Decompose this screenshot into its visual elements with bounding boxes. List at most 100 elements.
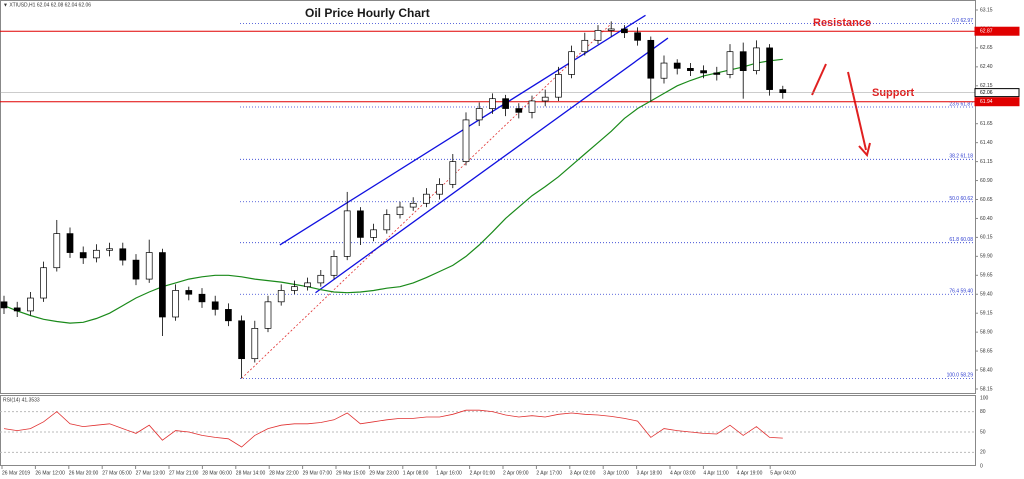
candle-body [489, 98, 496, 109]
y-tick-label: 62.65 [980, 45, 993, 51]
y-tick-label: 60.65 [980, 197, 993, 203]
x-tick-label: 28 Mar 06:00 [202, 470, 232, 476]
rsi-panel [0, 395, 976, 466]
candle-body [304, 282, 311, 288]
candle-body [396, 206, 404, 216]
x-tick-label: 2 Apr 17:00 [536, 470, 562, 476]
candle-body [132, 259, 140, 280]
candle-body [687, 68, 694, 71]
candle-body [647, 39, 655, 79]
y-tick-label: 59.90 [980, 254, 993, 260]
moving-average [3, 58, 783, 324]
candle-body [607, 28, 615, 31]
candle-body [462, 119, 470, 162]
x-tick-label: 27 Mar 13:00 [136, 470, 166, 476]
x-tick-label: 2 Apr 09:00 [503, 470, 529, 476]
x-tick-label: 26 Mar 2019 [2, 470, 30, 476]
x-tick-label: 27 Mar 05:00 [102, 470, 132, 476]
price-box-label: 61.94 [980, 99, 993, 105]
candle-body [93, 249, 100, 259]
candle-body [383, 214, 391, 231]
y-tick-label: 61.40 [980, 140, 993, 146]
y-tick-label: 59.65 [980, 273, 993, 279]
x-tick-label: 28 Mar 14:00 [236, 470, 266, 476]
candle-body [40, 267, 47, 299]
candle-body [198, 293, 206, 303]
price-box-label: 62.06 [980, 90, 993, 96]
x-tick-label: 29 Mar 07:00 [303, 470, 333, 476]
x-tick-label: 4 Apr 19:00 [737, 470, 763, 476]
arrow-down [847, 71, 867, 151]
y-tick-label: 58.65 [980, 348, 993, 354]
y-tick-label: 62.15 [980, 83, 993, 89]
candle-body [475, 108, 483, 121]
candle-body [357, 210, 364, 238]
candle-body [330, 256, 338, 276]
y-tick-label: 63.15 [980, 7, 993, 13]
y-tick-label: 61.65 [980, 121, 993, 127]
candle-body [766, 47, 773, 90]
candle-body [251, 328, 259, 360]
y-tick-label: 60.40 [980, 216, 993, 222]
x-tick-label: 29 Mar 15:00 [336, 470, 366, 476]
fib-label: 100.0 58.29 [947, 373, 974, 379]
x-tick-label: 1 Apr 16:00 [436, 470, 462, 476]
candle-body [673, 62, 681, 69]
rsi-label: RSI(14) 41.3533 [3, 397, 40, 403]
candle-body [409, 202, 417, 208]
candle-body [541, 96, 549, 102]
x-tick-label: 27 Mar 21:00 [169, 470, 199, 476]
candle-body [106, 248, 113, 251]
candle-body [159, 252, 166, 318]
candle-body [225, 309, 232, 322]
x-tick-label: 26 Mar 12:00 [35, 470, 65, 476]
fib-label: 23.6 61.87 [949, 101, 973, 107]
symbol-header: ▼ XTIUSD,H1 62.04 62.08 62.04 62.06 [3, 2, 91, 8]
candle-body [436, 183, 443, 195]
candle-body [502, 98, 509, 109]
y-tick-label: 61.15 [980, 159, 993, 165]
y-tick-label: 59.15 [980, 311, 993, 317]
main-panel [0, 0, 976, 394]
candle-body [172, 290, 179, 318]
chart-title: Oil Price Hourly Chart [305, 6, 430, 20]
y-tick-label: 60.90 [980, 178, 993, 184]
rsi-tick-label: 80 [980, 409, 986, 415]
candle-body [185, 290, 193, 295]
fib-label: 38.2 61.18 [949, 154, 973, 160]
y-tick-label: 58.90 [980, 329, 993, 335]
fib-label: 50.0 60.62 [949, 196, 973, 202]
x-tick-label: 3 Apr 18:00 [637, 470, 663, 476]
fib-label: 61.8 60.08 [949, 237, 973, 243]
candle-body [726, 51, 734, 75]
x-tick-label: 1 Apr 08:00 [403, 470, 429, 476]
x-tick-label: 4 Apr 03:00 [670, 470, 696, 476]
y-tick-label: 58.40 [980, 367, 993, 373]
price-box [974, 26, 1020, 36]
candle-body [13, 307, 21, 312]
candle-body [264, 301, 272, 329]
price-box [974, 97, 1020, 107]
x-tick-label: 26 Mar 20:00 [69, 470, 99, 476]
rsi-tick-label: 50 [980, 429, 986, 435]
candle-body [779, 89, 787, 93]
y-tick-label: 58.15 [980, 386, 993, 392]
candle-body [581, 39, 589, 53]
rsi-tick-label: 100 [980, 395, 989, 401]
candle-body [594, 30, 602, 41]
candle-body [53, 233, 61, 269]
price-box-label: 62.87 [980, 29, 993, 35]
y-tick-label: 59.40 [980, 292, 993, 298]
rsi-tick-label: 20 [980, 450, 986, 456]
candle-body [66, 233, 74, 253]
candle-body [515, 108, 523, 113]
x-tick-label: 2 Apr 01:00 [470, 470, 496, 476]
rsi-tick-label: 0 [980, 463, 983, 469]
candle-body [449, 161, 457, 185]
arrow-up [811, 63, 827, 96]
candle-body [700, 70, 707, 74]
candle-body [317, 274, 325, 284]
candle-body [660, 62, 668, 79]
